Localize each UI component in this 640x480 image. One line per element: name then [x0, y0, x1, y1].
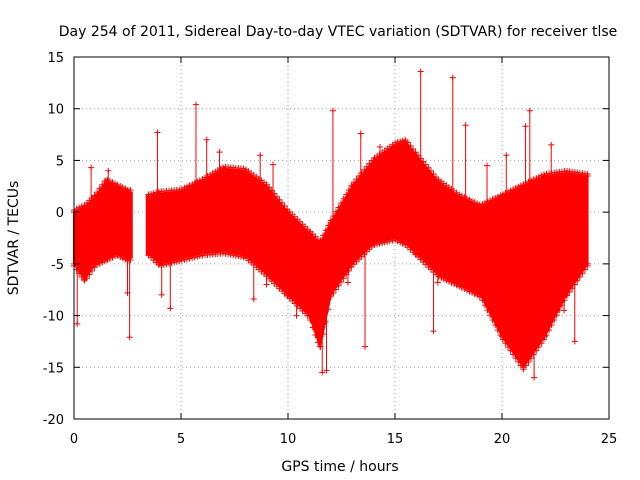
outlier-point: [74, 320, 81, 327]
outlier-point: [154, 129, 161, 136]
outlier-point: [503, 152, 510, 159]
x-axis-label: GPS time / hours: [281, 459, 398, 475]
x-tick-label: 25: [601, 432, 618, 447]
plot-border: [73, 56, 610, 420]
y-axis-label: SDTVAR / TECUs: [6, 181, 22, 296]
x-tick-label: 20: [494, 432, 511, 447]
outlier-point: [257, 152, 264, 159]
outlier-point: [250, 296, 257, 303]
outlier-point: [492, 257, 499, 264]
outlier-point: [484, 162, 491, 169]
outlier-point: [449, 74, 456, 81]
outlier-point: [513, 348, 520, 355]
outlier-point: [270, 161, 277, 168]
outlier-point: [319, 369, 326, 376]
outlier-point: [522, 123, 529, 130]
outlier-point: [329, 107, 336, 114]
outlier-point: [167, 305, 174, 312]
outlier-point: [561, 307, 568, 314]
outlier-point: [548, 141, 555, 148]
outlier-point: [323, 367, 330, 374]
outlier-point: [462, 122, 469, 129]
y-tick-label: -5: [51, 258, 64, 273]
outlier-point: [203, 136, 210, 143]
outlier-point: [216, 149, 223, 156]
outlier-point: [158, 291, 165, 298]
outlier-point: [362, 343, 369, 350]
band-segment-1: [73, 179, 133, 282]
x-tick-label: 15: [387, 432, 404, 447]
outlier-series: [74, 68, 578, 381]
outlier-point: [88, 164, 95, 171]
outlier-point: [417, 68, 424, 75]
y-tick-label: 15: [47, 51, 64, 66]
band-segment-2: [145, 140, 589, 370]
y-tick-label: -10: [43, 310, 64, 325]
outlier-point: [263, 281, 270, 288]
outlier-point: [377, 143, 384, 150]
outlier-point: [571, 338, 578, 345]
y-tick-label: 0: [56, 206, 64, 221]
y-tick-label: 10: [47, 103, 64, 118]
x-tick-label: 10: [280, 432, 297, 447]
outlier-point: [430, 328, 437, 335]
x-tick-label: 5: [177, 432, 185, 447]
x-tick-label: 0: [70, 432, 78, 447]
outlier-point: [192, 101, 199, 108]
tick-marks: [73, 56, 610, 420]
chart-title: Day 254 of 2011, Sidereal Day-to-day VTE…: [59, 24, 618, 40]
y-tick-label: -20: [43, 413, 64, 428]
y-tick-label: -15: [43, 361, 64, 376]
outlier-point: [126, 334, 133, 341]
outlier-point: [293, 312, 300, 319]
filled-band: [73, 140, 589, 370]
data-points: [71, 68, 591, 381]
outlier-point: [357, 130, 364, 137]
outlier-point: [526, 107, 533, 114]
outlier-point: [434, 279, 441, 286]
y-tick-labels: 15 10 5 0 -5 -10 -15 -20: [43, 51, 64, 428]
y-tick-label: 5: [56, 154, 64, 169]
outlier-point: [531, 374, 538, 381]
x-tick-labels: 0 5 10 15 20 25: [70, 432, 617, 447]
outlier-point: [105, 167, 112, 174]
outlier-point: [344, 279, 351, 286]
